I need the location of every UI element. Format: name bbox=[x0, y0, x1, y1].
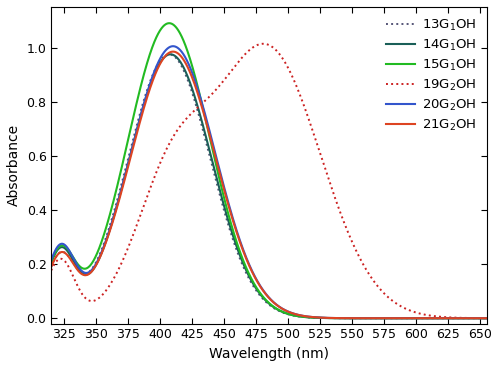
21G$_2$OH bbox=[42, 281, 48, 286]
20G$_2$OH bbox=[490, 316, 496, 321]
Y-axis label: Absorbance: Absorbance bbox=[7, 124, 21, 206]
20G$_2$OH bbox=[120, 182, 126, 187]
Line: 20G$_2$OH: 20G$_2$OH bbox=[45, 46, 493, 318]
15G$_1$OH bbox=[42, 278, 48, 282]
21G$_2$OH bbox=[234, 230, 239, 234]
20G$_2$OH bbox=[214, 158, 220, 162]
20G$_2$OH bbox=[234, 228, 239, 232]
19G$_2$OH bbox=[434, 314, 440, 319]
Legend: 13G$_1$OH, 14G$_1$OH, 15G$_1$OH, 19G$_2$OH, 20G$_2$OH, 21G$_2$OH: 13G$_1$OH, 14G$_1$OH, 15G$_1$OH, 19G$_2$… bbox=[382, 14, 480, 137]
20G$_2$OH bbox=[482, 316, 488, 321]
19G$_2$OH bbox=[120, 258, 126, 263]
21G$_2$OH bbox=[93, 263, 99, 267]
19G$_2$OH bbox=[490, 316, 496, 321]
X-axis label: Wavelength (nm): Wavelength (nm) bbox=[209, 347, 329, 361]
15G$_1$OH bbox=[434, 316, 440, 321]
Line: 14G$_1$OH: 14G$_1$OH bbox=[45, 54, 493, 318]
20G$_2$OH bbox=[434, 316, 440, 321]
Line: 15G$_1$OH: 15G$_1$OH bbox=[45, 23, 493, 318]
19G$_2$OH bbox=[93, 298, 99, 302]
14G$_1$OH bbox=[490, 316, 496, 321]
15G$_1$OH bbox=[166, 21, 172, 25]
13G$_1$OH bbox=[482, 316, 488, 321]
13G$_1$OH bbox=[490, 316, 496, 321]
15G$_1$OH bbox=[120, 161, 126, 166]
21G$_2$OH bbox=[170, 49, 176, 54]
15G$_1$OH bbox=[482, 316, 488, 321]
21G$_2$OH bbox=[214, 161, 220, 165]
19G$_2$OH bbox=[234, 62, 239, 67]
19G$_2$OH bbox=[260, 42, 266, 46]
13G$_1$OH bbox=[434, 316, 440, 321]
21G$_2$OH bbox=[120, 185, 126, 189]
Line: 13G$_1$OH: 13G$_1$OH bbox=[45, 54, 493, 318]
21G$_2$OH bbox=[482, 316, 488, 321]
21G$_2$OH bbox=[490, 316, 496, 321]
19G$_2$OH bbox=[42, 284, 48, 288]
14G$_1$OH bbox=[214, 177, 220, 182]
15G$_1$OH bbox=[490, 316, 496, 321]
19G$_2$OH bbox=[482, 316, 488, 321]
Line: 19G$_2$OH: 19G$_2$OH bbox=[45, 44, 493, 318]
19G$_2$OH bbox=[214, 86, 220, 91]
13G$_1$OH bbox=[42, 281, 48, 286]
21G$_2$OH bbox=[434, 316, 440, 321]
14G$_1$OH bbox=[168, 52, 173, 57]
15G$_1$OH bbox=[93, 254, 99, 258]
15G$_1$OH bbox=[234, 239, 239, 244]
13G$_1$OH bbox=[214, 183, 220, 187]
15G$_1$OH bbox=[214, 167, 220, 171]
Line: 21G$_2$OH: 21G$_2$OH bbox=[45, 52, 493, 318]
13G$_1$OH bbox=[166, 52, 172, 57]
20G$_2$OH bbox=[93, 262, 99, 266]
14G$_1$OH bbox=[234, 244, 239, 248]
13G$_1$OH bbox=[120, 177, 126, 182]
20G$_2$OH bbox=[170, 44, 176, 49]
14G$_1$OH bbox=[120, 182, 126, 187]
14G$_1$OH bbox=[482, 316, 488, 321]
14G$_1$OH bbox=[93, 263, 99, 267]
13G$_1$OH bbox=[93, 260, 99, 264]
13G$_1$OH bbox=[234, 247, 239, 252]
14G$_1$OH bbox=[434, 316, 440, 321]
20G$_2$OH bbox=[42, 277, 48, 281]
14G$_1$OH bbox=[42, 279, 48, 283]
